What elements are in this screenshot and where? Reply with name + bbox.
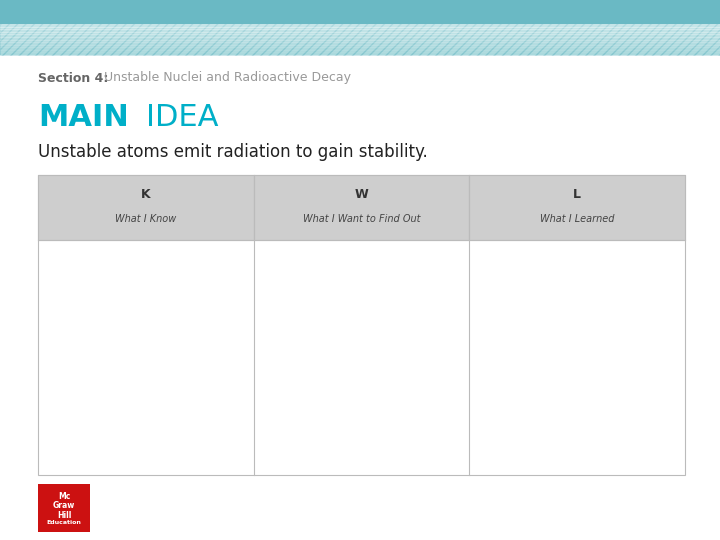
Text: Education: Education [47, 521, 81, 525]
Text: MAIN: MAIN [38, 104, 129, 132]
Bar [0, 50, 720, 53]
Text: What I Know: What I Know [115, 214, 176, 224]
Text: Unstable Nuclei and Radioactive Decay: Unstable Nuclei and Radioactive Decay [96, 71, 351, 84]
Text: W: W [355, 188, 369, 201]
Text: Graw: Graw [53, 502, 75, 510]
Bar [0, 24, 720, 28]
Text: What I Want to Find Out: What I Want to Find Out [302, 214, 420, 224]
Bar [0, 29, 720, 33]
Bar [253, 175, 469, 240]
Text: IDEA: IDEA [146, 104, 218, 132]
Bar [469, 175, 685, 240]
Text: What I Learned: What I Learned [540, 214, 614, 224]
Bar [0, 24, 720, 55]
Bar [0, 37, 720, 40]
Text: Section 4:: Section 4: [38, 71, 109, 84]
Bar [0, 0, 720, 55]
Bar [38, 484, 90, 532]
Bar [0, 26, 720, 30]
Text: Hill: Hill [57, 511, 71, 520]
Text: Unstable atoms emit radiation to gain stability.: Unstable atoms emit radiation to gain st… [38, 143, 428, 161]
Bar [0, 47, 720, 51]
Bar [38, 175, 253, 240]
Bar [0, 39, 720, 43]
Bar [0, 32, 720, 35]
Bar [0, 45, 720, 48]
Bar [0, 0, 720, 24]
Bar [0, 52, 720, 56]
Text: Mc: Mc [58, 492, 70, 501]
Text: L: L [573, 188, 581, 201]
Bar [38, 175, 685, 475]
Bar [0, 35, 720, 38]
Bar [0, 42, 720, 46]
Text: K: K [141, 188, 150, 201]
